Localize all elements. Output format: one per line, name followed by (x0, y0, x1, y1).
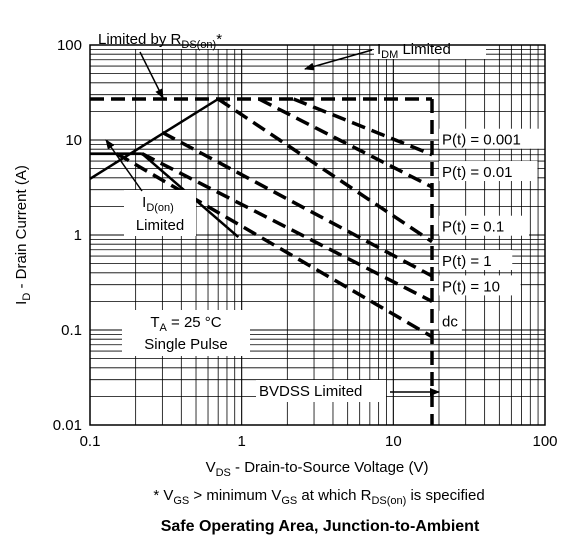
series-label-bg (439, 161, 538, 182)
series-label: P(t) = 0.001 (442, 132, 521, 149)
x-tick-label: 100 (532, 433, 557, 450)
series-label: P(t) = 0.01 (442, 164, 512, 181)
x-tick-label: 1 (237, 433, 245, 450)
x-tick-label: 0.1 (80, 433, 101, 450)
data-series (89, 97, 434, 425)
x-axis-label: VDS - Drain-to-Source Voltage (V) (206, 459, 429, 479)
x-axis-label-sub: DS (216, 467, 231, 479)
footnote: * VGS > minimum VGS at which RDS(on) is … (153, 487, 484, 507)
annotation-idon-sub: D(on) (146, 202, 174, 214)
annotation-ta-line2: Single Pulse (144, 336, 227, 353)
solid-limit-line-0 (89, 97, 219, 180)
plot-frame (89, 44, 546, 426)
y-tick-label: 100 (57, 37, 82, 54)
annotation-idm-arrow (304, 49, 373, 71)
footnote-s1: GS (173, 495, 189, 507)
series-line-0 (292, 97, 433, 157)
series-label-bg (439, 310, 462, 331)
annotation-idm-bg (374, 37, 486, 59)
annotation-idon-bg (124, 190, 196, 236)
series-labels: P(t) = 0.001 P(t) = 0.01 P(t) = 0.1 P(t) = … (439, 128, 546, 331)
series-label: P(t) = 10 (442, 278, 500, 295)
x-axis-label-main: V (206, 459, 216, 476)
y-tick-label: 0.1 (61, 322, 82, 339)
annotation-rdson-star: * (216, 31, 222, 48)
x-tick-labels: 0.1 1 10 100 (80, 433, 558, 450)
y-axis-label-main: I (13, 301, 30, 305)
series-label-bg (439, 250, 513, 271)
chart-title: Safe Operating Area, Junction-to-Ambient (161, 518, 480, 535)
annotation-bvdss-bg (256, 380, 386, 402)
annotation-ta-bg (122, 310, 250, 356)
annotation-ta-rest: = 25 °C (167, 314, 222, 331)
footnote-p4: is specified (406, 487, 484, 504)
series-label: P(t) = 1 (442, 253, 492, 270)
annotation-idm-sub: DM (381, 49, 398, 61)
series-label-bg (439, 215, 530, 236)
series-label-bg (439, 275, 521, 296)
annotation-idon-arrow (105, 139, 143, 192)
annotation-ta-main: T (150, 314, 159, 331)
annotation-rdson-arrow (139, 51, 164, 99)
series-label: dc (442, 314, 458, 331)
annotation-bvdss: BVDSS Limited (259, 383, 362, 400)
annotation-ta-sub: A (160, 322, 168, 334)
x-axis-label-rest: - Drain-to-Source Voltage (V) (231, 459, 429, 476)
annotation-idm-rest: Limited (398, 41, 451, 58)
annotation-idon-line2: Limited (136, 217, 184, 234)
y-axis-label-rest: - Drain Current (A) (13, 165, 30, 293)
y-axis-label-sub: D (21, 293, 33, 301)
series-line-4 (141, 152, 433, 303)
footnote-s2: GS (281, 495, 297, 507)
footnote-s3: DS(on) (371, 495, 406, 507)
footnote-p2: > minimum V (189, 487, 281, 504)
annotation-ta: TA = 25 °C (150, 314, 221, 334)
annotation-idon-main: I (142, 194, 146, 211)
series-label: P(t) = 0.1 (442, 219, 504, 236)
series-line-1 (258, 97, 433, 189)
y-tick-labels: 0.01 0.1 1 10 100 (53, 37, 82, 434)
series-line-3 (161, 130, 433, 278)
y-tick-label: 10 (65, 132, 82, 149)
annotation-idm-main: I (377, 41, 381, 58)
annotation-rdson-bg (95, 27, 265, 49)
y-tick-label: 0.01 (53, 417, 82, 434)
y-tick-label: 1 (74, 227, 82, 244)
series-line-2 (217, 97, 433, 244)
series-line-5 (115, 152, 433, 339)
x-tick-label: 10 (385, 433, 402, 450)
footnote-p3: at which R (297, 487, 371, 504)
footnote-p1: * V (153, 487, 173, 504)
y-axis-label: ID - Drain Current (A) (13, 165, 33, 305)
annotation-rdson-main: Limited by R (98, 31, 182, 48)
series-label-bg (439, 128, 546, 149)
annotation-idon: ID(on) (142, 194, 174, 214)
